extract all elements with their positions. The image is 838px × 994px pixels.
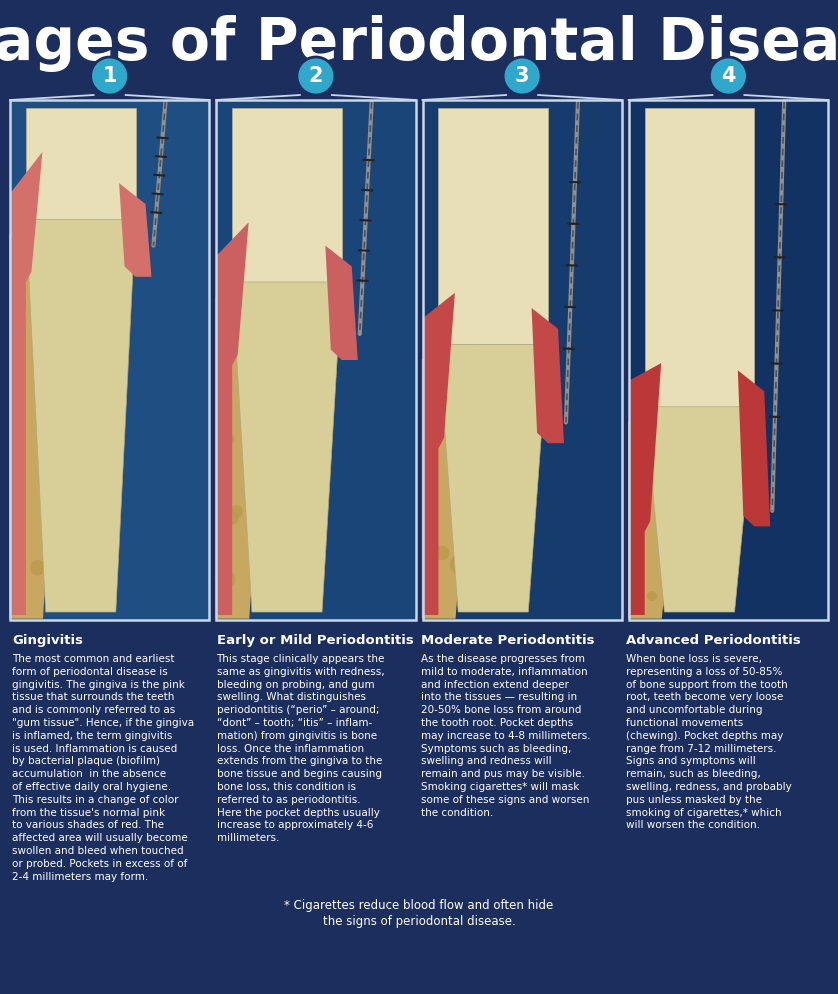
Circle shape [38, 409, 47, 417]
Text: The most common and earliest
form of periodontal disease is
gingivitis. The ging: The most common and earliest form of per… [12, 654, 194, 882]
Circle shape [46, 472, 62, 488]
Circle shape [711, 534, 724, 548]
Polygon shape [26, 220, 136, 612]
Circle shape [274, 516, 289, 531]
Circle shape [85, 307, 100, 322]
Circle shape [484, 563, 495, 574]
Circle shape [499, 484, 510, 494]
Circle shape [65, 593, 76, 604]
Text: 2: 2 [308, 66, 323, 86]
Bar [628, 100, 828, 620]
Circle shape [281, 573, 294, 585]
Polygon shape [10, 152, 43, 615]
Polygon shape [232, 282, 342, 612]
Circle shape [225, 434, 235, 444]
Text: This stage clinically appears the
same as gingivitis with redness,
bleeding on p: This stage clinically appears the same a… [216, 654, 385, 843]
Circle shape [230, 505, 243, 518]
Bar [216, 100, 416, 620]
Text: * Cigarettes reduce blood flow and often hide: * Cigarettes reduce blood flow and often… [284, 900, 554, 912]
Circle shape [712, 574, 721, 581]
Polygon shape [628, 407, 683, 618]
Circle shape [642, 431, 655, 445]
Polygon shape [644, 407, 754, 612]
Polygon shape [644, 108, 754, 407]
Circle shape [647, 591, 657, 601]
Circle shape [215, 569, 235, 589]
Text: 4: 4 [722, 66, 736, 86]
Circle shape [696, 533, 714, 552]
Polygon shape [737, 371, 770, 527]
Circle shape [710, 57, 747, 95]
Text: the signs of periodontal disease.: the signs of periodontal disease. [323, 915, 515, 928]
Circle shape [459, 443, 477, 461]
Text: Gingivitis: Gingivitis [12, 634, 83, 647]
Text: Early or Mild Periodontitis: Early or Mild Periodontitis [216, 634, 413, 647]
Polygon shape [232, 108, 342, 282]
Polygon shape [422, 344, 477, 618]
Circle shape [247, 316, 269, 338]
Circle shape [450, 553, 473, 577]
Circle shape [85, 332, 108, 355]
Text: 3: 3 [515, 66, 530, 86]
Circle shape [260, 467, 283, 490]
Polygon shape [216, 282, 271, 618]
Circle shape [633, 522, 644, 533]
Circle shape [274, 456, 297, 480]
Bar [10, 100, 210, 620]
Polygon shape [628, 363, 661, 615]
Polygon shape [438, 108, 548, 344]
Circle shape [42, 301, 63, 322]
Polygon shape [26, 108, 136, 220]
Circle shape [503, 57, 541, 95]
Circle shape [34, 363, 49, 378]
Circle shape [224, 511, 239, 526]
Circle shape [280, 318, 304, 342]
Polygon shape [216, 223, 249, 615]
Circle shape [644, 486, 653, 495]
Bar [422, 100, 622, 620]
Polygon shape [438, 344, 548, 612]
Circle shape [486, 560, 499, 573]
Circle shape [279, 352, 292, 364]
Text: Stages of Periodontal Disease: Stages of Periodontal Disease [0, 16, 838, 73]
Text: When bone loss is severe,
representing a loss of 50-85%
of bone support from the: When bone loss is severe, representing a… [625, 654, 791, 830]
Circle shape [251, 483, 259, 491]
Circle shape [297, 57, 335, 95]
Circle shape [91, 57, 128, 95]
Circle shape [57, 468, 80, 491]
Circle shape [435, 546, 449, 561]
Polygon shape [10, 220, 65, 618]
Circle shape [689, 436, 705, 451]
Bar [216, 100, 416, 620]
Circle shape [30, 560, 45, 576]
Bar [10, 100, 210, 620]
Circle shape [295, 597, 303, 606]
Polygon shape [422, 293, 455, 615]
Text: Advanced Periodontitis: Advanced Periodontitis [625, 634, 800, 647]
Circle shape [437, 422, 453, 437]
Text: Moderate Periodontitis: Moderate Periodontitis [421, 634, 594, 647]
Circle shape [692, 511, 712, 531]
Polygon shape [325, 246, 358, 360]
Circle shape [503, 424, 515, 437]
Circle shape [689, 437, 703, 451]
Circle shape [699, 456, 718, 475]
Circle shape [262, 579, 280, 595]
Circle shape [16, 249, 36, 269]
Polygon shape [119, 183, 152, 276]
Text: As the disease progresses from
mild to moderate, inflammation
and infection exte: As the disease progresses from mild to m… [421, 654, 591, 818]
Bar [628, 100, 828, 620]
Circle shape [242, 382, 254, 394]
Text: 1: 1 [102, 66, 116, 86]
Bar [422, 100, 622, 620]
Circle shape [705, 602, 713, 611]
Polygon shape [531, 308, 564, 443]
Circle shape [280, 592, 295, 607]
